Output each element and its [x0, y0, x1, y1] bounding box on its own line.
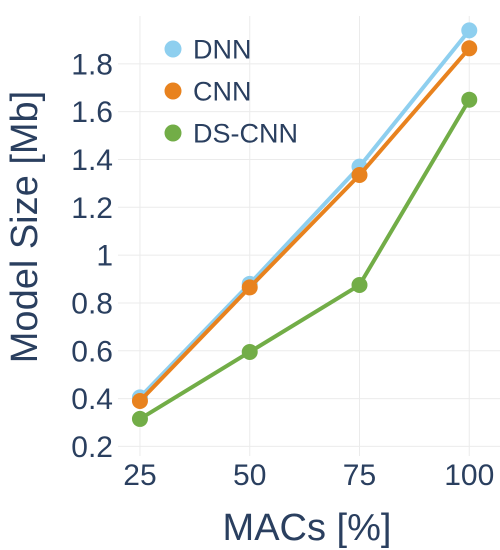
- data-point-ds-cnn: [461, 91, 478, 108]
- x-tick-label: 75: [343, 459, 376, 492]
- x-axis-title: MACs [%]: [223, 507, 392, 549]
- y-tick-label: 1.4: [71, 144, 113, 177]
- x-tick-label: 25: [123, 459, 156, 492]
- y-axis: 0.2 0.4 0.6 0.8 1 1.2 1.4 1.6 1.8: [71, 48, 113, 464]
- data-point-cnn: [461, 40, 478, 57]
- y-tick-label: 0.8: [71, 287, 113, 320]
- data-point-cnn: [241, 279, 258, 296]
- y-tick-label: 1: [96, 240, 113, 273]
- series-cnn: [131, 40, 478, 409]
- data-point-cnn: [131, 393, 148, 409]
- y-tick-label: 1.8: [71, 48, 113, 81]
- legend-item-cnn: CNN: [164, 77, 252, 107]
- data-point-cnn: [351, 167, 368, 184]
- series-layer: [131, 22, 478, 427]
- x-tick-label: 50: [233, 459, 266, 492]
- legend-item-ds-cnn: DS-CNN: [164, 119, 298, 149]
- y-axis-title: Model Size [Mb]: [4, 91, 46, 363]
- y-tick-label: 1.6: [71, 96, 113, 129]
- x-axis: 25 50 75 100: [123, 459, 494, 492]
- legend: DNN CNN DS-CNN: [164, 35, 298, 149]
- grid: [118, 16, 500, 456]
- data-point-ds-cnn: [241, 343, 258, 360]
- legend-label-dnn: DNN: [193, 35, 252, 65]
- y-tick-label: 0.4: [71, 383, 113, 416]
- series-dnn: [131, 22, 478, 406]
- x-tick-label: 100: [444, 459, 494, 492]
- series-line-ds-cnn: [138, 98, 471, 421]
- y-tick-label: 0.2: [71, 431, 113, 464]
- legend-marker-dnn: [164, 40, 182, 58]
- series-line-cnn: [138, 46, 471, 403]
- data-point-ds-cnn: [131, 410, 148, 427]
- legend-label-ds-cnn: DS-CNN: [193, 119, 298, 149]
- series-ds-cnn: [131, 91, 478, 427]
- legend-marker-ds-cnn: [164, 124, 182, 142]
- legend-label-cnn: CNN: [193, 77, 252, 107]
- legend-item-dnn: DNN: [164, 35, 252, 65]
- data-point-ds-cnn: [351, 277, 368, 294]
- y-tick-label: 0.6: [71, 335, 113, 368]
- y-tick-label: 1.2: [71, 192, 113, 225]
- legend-marker-cnn: [164, 82, 182, 100]
- series-line-dnn: [138, 29, 471, 399]
- data-point-dnn: [461, 22, 478, 39]
